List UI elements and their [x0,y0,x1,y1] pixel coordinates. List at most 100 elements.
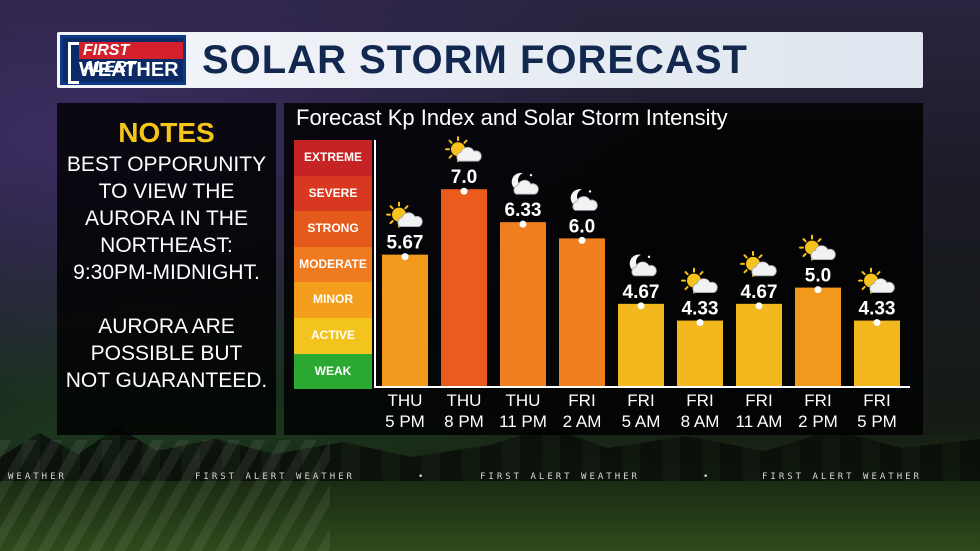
partly-sunny-icon [858,267,895,294]
star [588,190,592,193]
cloud-shape [397,212,423,228]
bar-value-label: 7.0 [451,167,477,188]
partly-sunny-icon [799,234,836,261]
notes-panel: NOTES BEST OPPORUNITY TO VIEW THE AURORA… [57,103,276,435]
bar-value-label: 4.33 [682,299,719,320]
scale-moderate: MODERATE [294,246,372,283]
title-bar [57,32,923,88]
cloud-shape [810,245,836,260]
sun-ray [684,285,689,291]
bar [441,189,487,386]
night-cloud-icon [511,172,539,195]
bar-marker [578,236,586,244]
x-tick-day: FRI [568,391,595,410]
cloud-shape [631,261,657,277]
x-tick-day: FRI [627,391,654,410]
bar [559,238,605,386]
x-tick-time: 5 PM [385,412,425,431]
x-tick-time: 11 PM [499,412,547,431]
intensity-scale: EXTREME SEVERE STRONG MODERATE MINOR ACT… [294,140,372,390]
ticker-item: • [418,472,427,482]
partly-sunny-icon [681,267,718,294]
scale-weak: WEAK [294,353,372,390]
bar-marker [873,319,881,327]
star [647,255,651,259]
cloud-shape [751,261,777,277]
bar [677,320,723,386]
partly-sunny-icon [445,136,482,163]
x-tick-time: 8 AM [681,412,720,431]
logo-first-alert: FIRST ALERT [79,42,183,76]
sun-ray [389,219,394,225]
bar-value-label: 4.67 [623,282,660,303]
cloud-shape [869,278,895,293]
night-cloud-icon [629,254,657,277]
scale-severe: SEVERE [294,175,372,212]
axis-baseline [374,386,910,388]
bar-value-label: 6.0 [569,216,595,237]
x-tick-time: 5 PM [857,412,897,431]
x-tick-day: FRI [686,391,713,410]
x-tick-day: THU [447,391,482,410]
ticker-item: FIRST ALERT WEATHER [762,472,922,482]
chart-title: Forecast Kp Index and Solar Storm Intens… [296,105,728,130]
bar [382,254,428,386]
ticker-item: FIRST ALERT WEATHER [480,472,640,482]
sun-ray [463,139,468,144]
x-tick-time: 8 PM [444,412,484,431]
bar-marker [519,220,527,228]
sun-ray [389,205,394,210]
sun-ray [802,252,807,258]
bar-value-label: 5.0 [805,266,831,287]
scale-strong: STRONG [294,211,372,247]
sun-ray [684,271,689,276]
notes-heading: NOTES [118,117,215,148]
cloud-shape [513,179,539,195]
bar-value-label: 5.67 [387,233,424,254]
bar-marker [755,302,763,310]
bar-value-label: 6.33 [505,200,542,221]
sun-ray [699,271,704,276]
logo-bracket [68,42,79,84]
bottom-ticker: WEATHER FIRST ALERT WEATHER • FIRST ALER… [0,470,980,486]
scale-minor: MINOR [294,282,372,318]
axis-divider [374,140,376,386]
bar-marker [696,319,704,327]
sun-ray [448,139,453,144]
partly-sunny-icon [386,201,423,228]
x-tick-day: FRI [745,391,772,410]
sun-ray [861,271,866,276]
bar-marker [460,187,468,195]
ticker-item: FIRST ALERT WEATHER [195,472,355,482]
cloud-shape [456,146,482,162]
ticker-item: • [703,472,712,482]
logo-weather: WEATHER [79,59,179,81]
x-tick-day: FRI [804,391,831,410]
bar [795,287,841,386]
bar-value-label: 4.67 [741,282,778,303]
sun-ray [876,271,881,276]
bar-value-label: 4.33 [859,299,896,320]
bar [500,222,546,386]
bar-marker [814,286,822,294]
ticker-item: WEATHER [8,472,67,482]
night-cloud-icon [570,189,598,211]
page-title: SOLAR STORM FORECAST [202,38,748,82]
scale-active: ACTIVE [294,317,372,354]
sun-ray [448,154,453,159]
bar [618,303,664,386]
bar [736,303,782,386]
sun-ray [758,254,763,259]
sun-ray [743,269,748,274]
cloud-shape [572,196,598,211]
cloud-shape [692,278,718,293]
station-logo: FIRST ALERT WEATHER [60,35,186,85]
notes-body: BEST OPPORUNITY TO VIEW THE AURORA IN TH… [65,153,268,392]
x-tick-day: FRI [863,391,890,410]
sun-ray [861,285,866,291]
sun-ray [404,205,409,210]
x-tick-day: THU [388,391,423,410]
sun-ray [743,254,748,259]
x-tick-time: 2 AM [563,412,602,431]
star [529,173,533,177]
